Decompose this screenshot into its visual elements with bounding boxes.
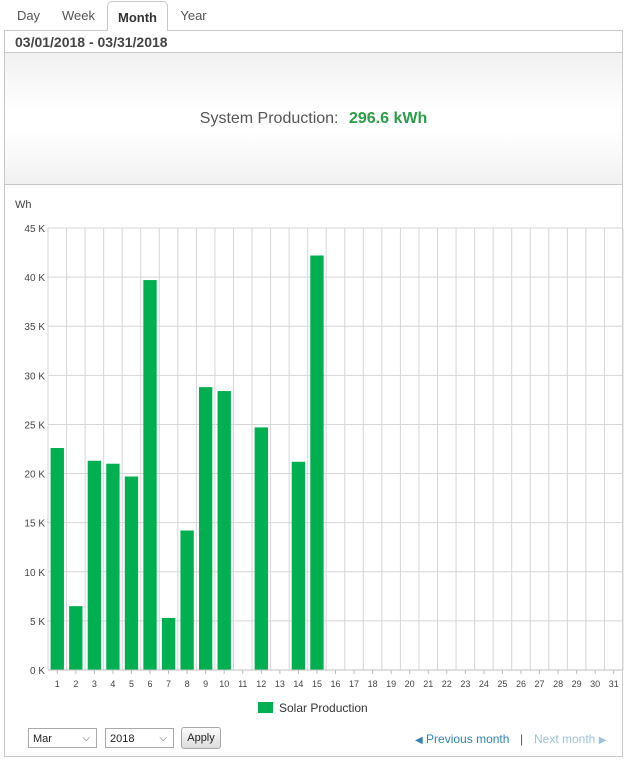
bar-day-5	[125, 477, 138, 670]
x-tick-label: 29	[572, 679, 582, 689]
x-tick-label: 21	[423, 679, 433, 689]
production-summary: System Production: 296.6 kWh	[5, 52, 622, 185]
next-month-label: Next month	[534, 732, 595, 746]
month-select[interactable]: Mar ⌵	[28, 728, 97, 748]
bar-day-8	[180, 531, 193, 670]
summary-line: System Production: 296.6 kWh	[5, 110, 622, 128]
y-axis-unit: Wh	[15, 199, 32, 211]
month-select-value: Mar	[33, 733, 52, 745]
x-tick-label: 15	[312, 679, 322, 689]
y-tick-label: 20 K	[24, 470, 45, 481]
legend-swatch	[258, 702, 273, 713]
x-tick-label: 2	[73, 679, 78, 689]
previous-month-link[interactable]: ◀ Previous month	[415, 732, 509, 746]
y-tick-label: 40 K	[24, 273, 45, 284]
x-tick-label: 12	[256, 679, 266, 689]
summary-value: 296.6 kWh	[349, 110, 427, 127]
bar-day-15	[310, 256, 323, 670]
x-tick-label: 23	[460, 679, 470, 689]
bar-day-12	[255, 427, 268, 670]
y-tick-label: 10 K	[24, 568, 45, 579]
bar-day-14	[292, 462, 305, 670]
period-tabs: Day Week Month Year	[0, 0, 630, 31]
chevron-down-icon: ⌵	[159, 729, 167, 749]
x-tick-label: 5	[129, 679, 134, 689]
bar-day-7	[162, 618, 175, 670]
x-tick-label: 18	[368, 679, 378, 689]
y-tick-label: 15 K	[24, 519, 45, 530]
nav-separator: |	[520, 732, 523, 746]
x-tick-label: 20	[405, 679, 415, 689]
year-select[interactable]: 2018 ⌵	[105, 728, 174, 748]
y-tick-label: 35 K	[24, 322, 45, 333]
year-select-value: 2018	[110, 733, 134, 745]
bar-day-3	[88, 461, 101, 670]
bar-day-6	[143, 280, 156, 670]
legend-label: Solar Production	[279, 701, 368, 715]
x-tick-label: 26	[516, 679, 526, 689]
bar-day-1	[51, 448, 64, 670]
previous-month-label: Previous month	[426, 732, 509, 746]
x-tick-label: 1	[55, 679, 60, 689]
tab-week[interactable]: Week	[57, 3, 100, 29]
x-tick-label: 28	[553, 679, 563, 689]
bar-day-2	[69, 606, 82, 670]
chevron-down-icon: ⌵	[82, 729, 90, 749]
bar-day-10	[218, 391, 231, 670]
tab-month[interactable]: Month	[107, 1, 168, 31]
y-tick-label: 30 K	[24, 371, 45, 382]
chart-controls: Mar ⌵ 2018 ⌵ Apply ◀ Previous month | Ne…	[0, 726, 630, 752]
y-tick-label: 0 K	[30, 666, 45, 677]
triangle-right-icon: ▶	[599, 735, 607, 746]
x-tick-label: 25	[497, 679, 507, 689]
summary-label: System Production:	[200, 110, 339, 127]
x-tick-label: 6	[148, 679, 153, 689]
x-tick-label: 3	[92, 679, 97, 689]
x-tick-label: 11	[238, 679, 247, 689]
x-tick-label: 7	[166, 679, 171, 689]
apply-button[interactable]: Apply	[181, 727, 221, 749]
bar-day-4	[106, 464, 119, 670]
y-tick-label: 45 K	[24, 224, 45, 235]
x-tick-label: 30	[590, 679, 600, 689]
x-tick-label: 9	[203, 679, 208, 689]
x-tick-label: 31	[609, 679, 619, 689]
x-tick-label: 14	[293, 679, 303, 689]
y-tick-label: 5 K	[30, 617, 45, 628]
triangle-left-icon: ◀	[415, 735, 423, 746]
x-tick-label: 22	[442, 679, 452, 689]
x-tick-label: 27	[535, 679, 545, 689]
x-tick-label: 24	[479, 679, 489, 689]
date-range: 03/01/2018 - 03/31/2018	[15, 34, 168, 50]
tab-day[interactable]: Day	[10, 3, 47, 29]
production-chart: Wh 0 K 5 K 10 K 15 K 20 K 25 K 30 K 35 K 40 K 45 K…	[0, 190, 630, 720]
x-tick-label: 4	[110, 679, 115, 689]
x-tick-label: 19	[386, 679, 396, 689]
bar-day-9	[199, 387, 212, 670]
x-tick-label: 13	[275, 679, 285, 689]
tab-year[interactable]: Year	[175, 3, 212, 29]
next-month-link[interactable]: Next month ▶	[534, 732, 606, 746]
x-tick-label: 8	[185, 679, 190, 689]
y-tick-label: 25 K	[24, 420, 45, 431]
x-tick-label: 17	[349, 679, 359, 689]
x-tick-label: 16	[330, 679, 340, 689]
x-tick-label: 10	[219, 679, 229, 689]
